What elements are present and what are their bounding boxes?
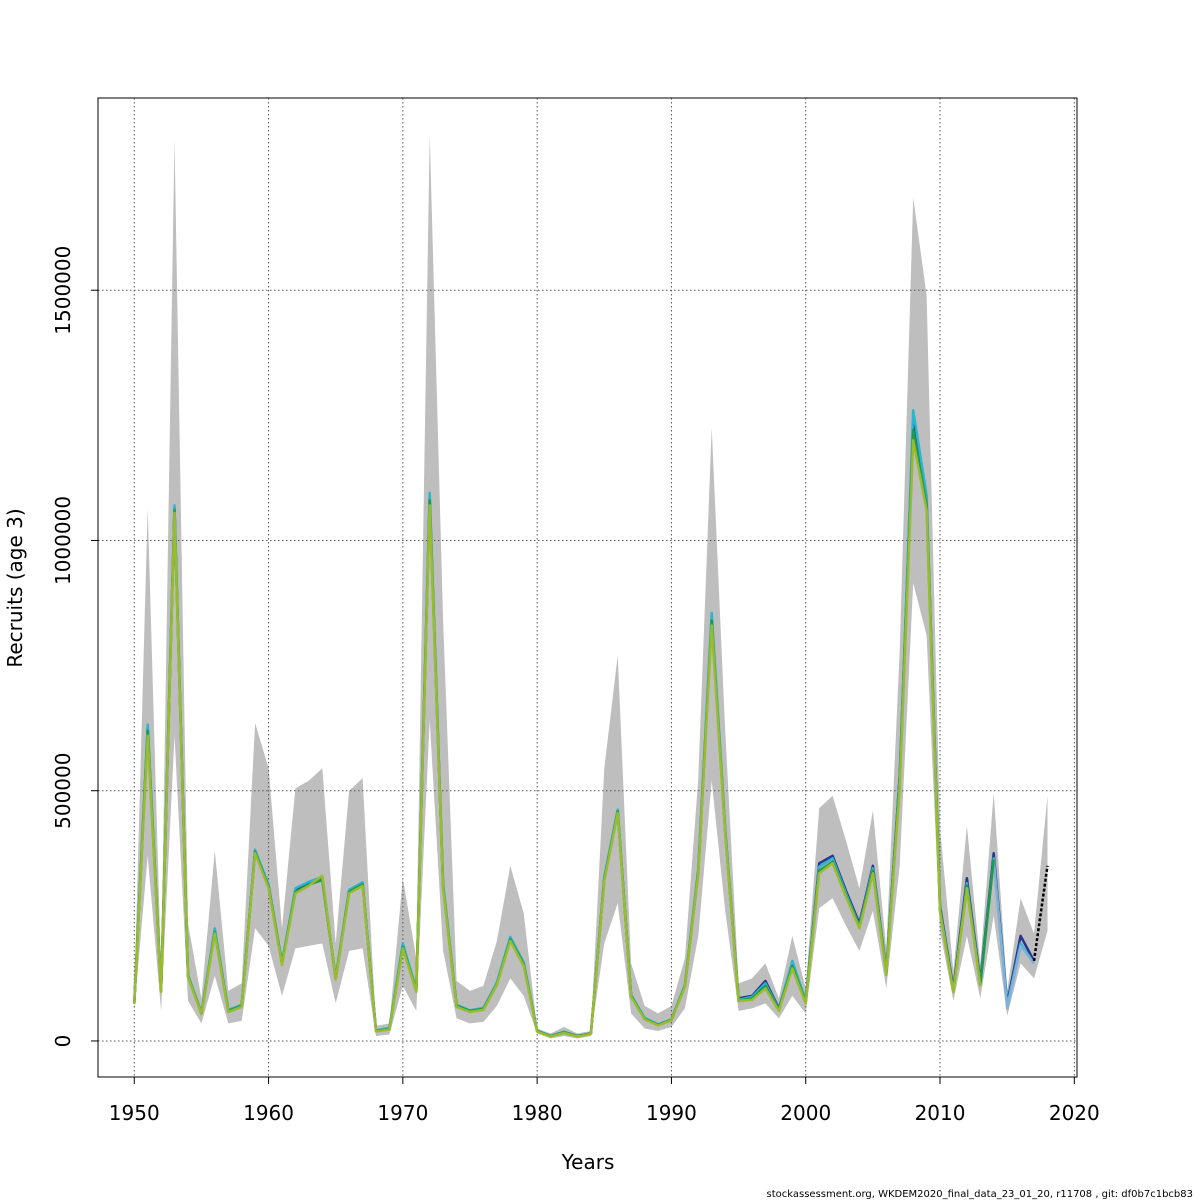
x-tick-label: 2010 bbox=[915, 1101, 966, 1125]
x-tick-label: 1960 bbox=[243, 1101, 294, 1125]
series-line-3 bbox=[992, 860, 1035, 1010]
series-line-5 bbox=[133, 439, 982, 1038]
x-axis: 1950 1960 1970 1980 1990 2000 2010 2020 bbox=[109, 1076, 1100, 1125]
x-tick-label: 1950 bbox=[109, 1101, 160, 1125]
grid-layer bbox=[98, 98, 1077, 1077]
series-layer bbox=[133, 409, 1049, 1038]
x-tick-label: 1990 bbox=[646, 1101, 697, 1125]
confidence-band-layer bbox=[134, 135, 1048, 1039]
y-tick-label: 1500000 bbox=[51, 246, 75, 335]
y-tick-label: 500000 bbox=[51, 753, 75, 829]
y-axis: 0 500000 1000000 1500000 bbox=[51, 246, 99, 1048]
series-line-6 bbox=[1032, 865, 1049, 962]
footer-text: stockassessment.org, WKDEM2020_final_dat… bbox=[767, 1189, 1193, 1200]
x-tick-label: 1970 bbox=[377, 1101, 428, 1125]
confidence-band bbox=[134, 135, 1048, 1039]
x-axis-title: Years bbox=[561, 1150, 615, 1174]
x-tick-label: 2020 bbox=[1049, 1101, 1100, 1125]
x-tick-label: 2000 bbox=[780, 1101, 831, 1125]
y-tick-label: 0 bbox=[51, 1035, 75, 1048]
y-tick-label: 1000000 bbox=[51, 496, 75, 585]
x-tick-label: 1980 bbox=[512, 1101, 563, 1125]
y-axis-title: Recruits (age 3) bbox=[3, 508, 27, 667]
